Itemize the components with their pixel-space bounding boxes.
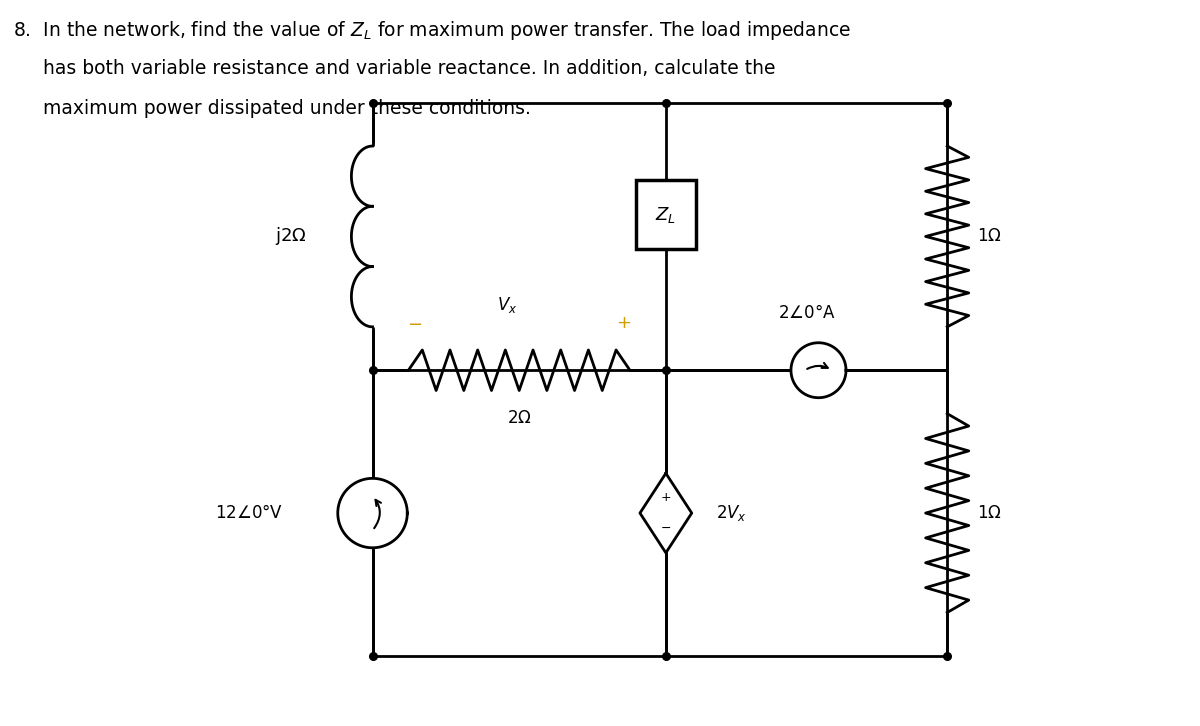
Text: $\mathit{Z}_{\mathit{L}}$: $\mathit{Z}_{\mathit{L}}$ bbox=[655, 205, 677, 225]
Polygon shape bbox=[337, 478, 407, 548]
Text: 1$\Omega$: 1$\Omega$ bbox=[977, 227, 1002, 245]
Text: j2$\Omega$: j2$\Omega$ bbox=[275, 226, 307, 248]
Polygon shape bbox=[791, 343, 846, 398]
Polygon shape bbox=[640, 473, 691, 552]
Text: 8.  In the network, find the value of $Z_L$ for maximum power transfer. The load: 8. In the network, find the value of $Z_… bbox=[13, 20, 852, 42]
Text: 12$\angle$0°V: 12$\angle$0°V bbox=[215, 504, 283, 522]
Text: +: + bbox=[660, 492, 671, 505]
Text: $-$: $-$ bbox=[407, 314, 422, 332]
Text: 2$\Omega$: 2$\Omega$ bbox=[506, 409, 532, 427]
Text: $V_x$: $V_x$ bbox=[497, 295, 517, 315]
Text: 1$\Omega$: 1$\Omega$ bbox=[977, 504, 1002, 522]
Text: −: − bbox=[660, 522, 671, 534]
Text: 2$\angle$0°A: 2$\angle$0°A bbox=[778, 304, 835, 322]
Text: has both variable resistance and variable reactance. In addition, calculate the: has both variable resistance and variabl… bbox=[13, 60, 776, 78]
Text: maximum power dissipated under these conditions.: maximum power dissipated under these con… bbox=[13, 99, 532, 118]
Bar bbox=[636, 180, 696, 249]
Text: $+$: $+$ bbox=[617, 314, 631, 332]
Text: 2$V_x$: 2$V_x$ bbox=[715, 503, 746, 523]
